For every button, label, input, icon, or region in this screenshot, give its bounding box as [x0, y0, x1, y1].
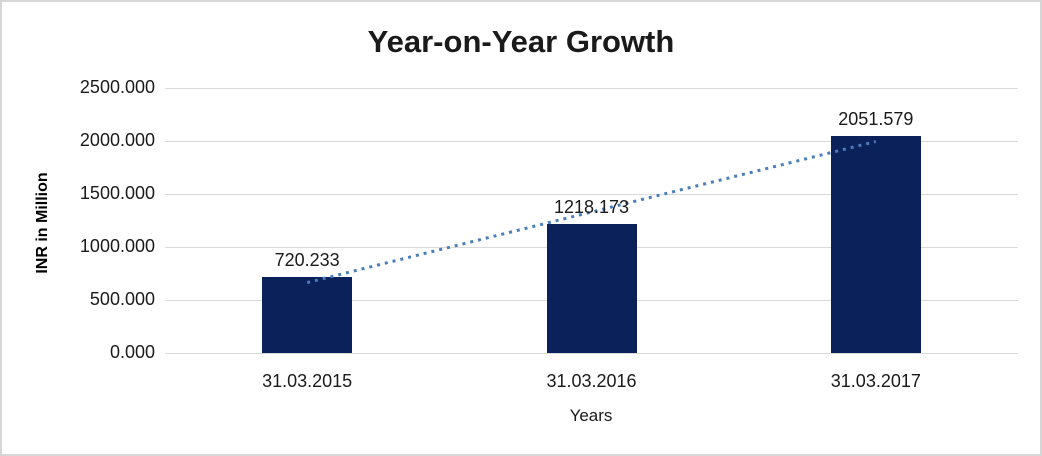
chart-title: Year-on-Year Growth: [367, 24, 675, 59]
x-tick-label: 31.03.2016: [546, 371, 637, 391]
x-axis-title: Years: [569, 406, 613, 425]
x-tick-label: 31.03.2015: [262, 371, 353, 391]
y-tick-label: 2500.000: [79, 77, 155, 98]
gridline: [165, 353, 1018, 354]
y-tick-label: 500.000: [89, 289, 155, 310]
bar: [830, 135, 921, 353]
data-label: 1218.173: [553, 196, 630, 217]
y-tick-label: 0.000: [109, 342, 155, 363]
y-tick-label: 1000.000: [79, 236, 155, 257]
y-tick-label: 2000.000: [79, 130, 155, 151]
bar: [262, 276, 353, 353]
bar: [546, 223, 637, 353]
data-label: 720.233: [274, 249, 340, 270]
gridline: [165, 88, 1018, 89]
data-label: 2051.579: [838, 108, 914, 129]
x-tick-label: 31.03.2017: [830, 371, 921, 391]
y-tick-label: 1500.000: [79, 183, 155, 204]
